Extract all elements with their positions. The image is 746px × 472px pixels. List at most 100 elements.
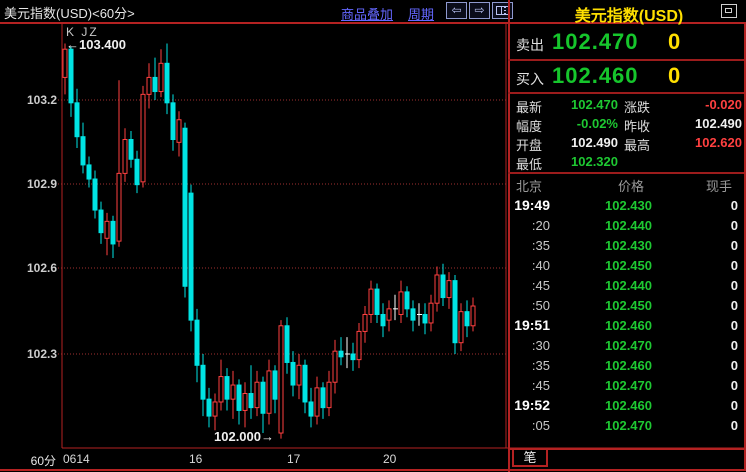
panel-divider <box>508 59 746 61</box>
tick-table-row: :30 102.470 0 <box>510 335 744 355</box>
stat-label: 最高 <box>624 138 651 153</box>
tick-volume: 0 <box>730 258 738 273</box>
restore-window-icon <box>725 8 732 13</box>
indicator-label: K JZ <box>66 25 99 39</box>
period-axis-label: 60分 <box>30 454 56 468</box>
tick-price: 102.460 <box>605 398 652 413</box>
tick-volume: 0 <box>730 198 738 213</box>
tick-time: :35 <box>531 358 550 373</box>
tick-table-row: :35 102.460 0 <box>510 355 744 375</box>
overlay-symbol-link[interactable]: 商品叠加 <box>341 7 394 22</box>
stat-value: 102.490 <box>571 135 618 150</box>
tick-table-row: 19:49 102.430 0 <box>510 195 744 215</box>
buy-quote-row: 买入 102.460 0 <box>510 60 744 92</box>
tick-volume: 0 <box>730 358 738 373</box>
buy-volume: 0 <box>668 63 681 88</box>
x-axis-tick: 0614 <box>63 452 90 466</box>
tick-time: 19:49 <box>514 197 550 213</box>
sell-quote-row: 卖出 102.470 0 <box>510 26 744 58</box>
tick-price: 102.440 <box>605 278 652 293</box>
stat-value: 102.620 <box>695 135 742 150</box>
stat-label: 涨跌 <box>624 100 651 115</box>
window-right-border <box>744 22 746 470</box>
stat-row: 开盘 102.490 最高 102.620 <box>510 133 744 153</box>
tab-tick-data[interactable]: 笔 <box>512 450 548 467</box>
tick-price: 102.440 <box>605 218 652 233</box>
tick-time: 19:51 <box>514 317 550 333</box>
tick-table-row: :40 102.450 0 <box>510 255 744 275</box>
header-beijing-time: 北京 <box>516 179 543 194</box>
tick-table-row: :05 102.470 0 <box>510 415 744 435</box>
header-volume: 现手 <box>706 179 733 194</box>
restore-window-button[interactable] <box>721 4 737 18</box>
buy-price: 102.460 <box>552 63 639 88</box>
panel-bottom-divider <box>508 448 746 450</box>
tick-volume: 0 <box>730 318 738 333</box>
tick-price: 102.450 <box>605 258 652 273</box>
tick-price: 102.460 <box>605 318 652 333</box>
sell-price: 102.470 <box>552 29 639 54</box>
tick-table-row: :35 102.430 0 <box>510 235 744 255</box>
stat-row: 幅度 -0.02% 昨收 102.490 <box>510 114 744 134</box>
high-price-annotation: ←103.400 <box>66 37 126 52</box>
y-axis-tick: 102.3 <box>26 347 57 361</box>
tick-volume: 0 <box>730 218 738 233</box>
stat-label: 幅度 <box>516 119 543 134</box>
stat-row: 最低 102.320 <box>510 152 744 172</box>
stat-value: -0.02% <box>576 116 618 131</box>
tick-table-row: :45 102.470 0 <box>510 375 744 395</box>
tick-table-row: :50 102.450 0 <box>510 295 744 315</box>
period-link[interactable]: 周期 <box>408 7 435 22</box>
window-bottom-border <box>0 469 746 471</box>
tick-time: :40 <box>531 258 550 273</box>
stat-value: -0.020 <box>705 97 742 112</box>
x-axis-tick: 20 <box>383 452 397 466</box>
prev-symbol-button[interactable]: ⇦ <box>446 2 467 19</box>
stat-value: 102.320 <box>571 154 618 169</box>
tick-volume: 0 <box>730 418 738 433</box>
header-price: 价格 <box>618 179 645 194</box>
quote-panel: 美元指数(USD) <box>508 0 746 472</box>
split-view-button[interactable] <box>492 2 513 19</box>
tick-price: 102.460 <box>605 358 652 373</box>
y-axis-tick: 103.2 <box>26 93 57 107</box>
tick-price: 102.450 <box>605 298 652 313</box>
quote-panel-title: 美元指数(USD) <box>574 8 684 25</box>
tick-table: 19:49 102.430 0 :20 102.440 0 :35 102.430 0 :40 10… <box>510 195 744 435</box>
tick-volume: 0 <box>730 278 738 293</box>
tick-table-row: 19:51 102.460 0 <box>510 315 744 335</box>
tick-volume: 0 <box>730 298 738 313</box>
sell-volume: 0 <box>668 29 681 54</box>
tick-time: 19:52 <box>514 397 550 413</box>
stat-label: 最低 <box>516 157 543 172</box>
x-axis-tick: 16 <box>189 452 203 466</box>
tick-time: :20 <box>531 218 550 233</box>
tick-price: 102.430 <box>605 238 652 253</box>
low-price-annotation: 102.000→ <box>214 429 274 444</box>
stat-row: 最新 102.470 涨跌 -0.020 <box>510 95 744 115</box>
panel-divider <box>508 92 746 94</box>
tick-time: :35 <box>531 238 550 253</box>
tick-volume: 0 <box>730 398 738 413</box>
buy-label: 买入 <box>516 71 544 87</box>
tick-table-row: 19:52 102.460 0 <box>510 395 744 415</box>
tick-price: 102.470 <box>605 378 652 393</box>
stat-value: 102.470 <box>571 97 618 112</box>
tick-volume: 0 <box>730 338 738 353</box>
chart-titlebar: 美元指数(USD)<60分> 商品叠加 周期 ⇦ ⇨ <box>0 0 513 22</box>
tick-volume: 0 <box>730 238 738 253</box>
tick-price: 102.430 <box>605 198 652 213</box>
stat-label: 开盘 <box>516 138 543 153</box>
tick-table-row: :20 102.440 0 <box>510 215 744 235</box>
tick-volume: 0 <box>730 378 738 393</box>
panel-divider <box>508 172 746 174</box>
left-arrow-icon: ⇦ <box>451 3 462 17</box>
titlebar-divider <box>0 22 746 24</box>
next-symbol-button[interactable]: ⇨ <box>469 2 490 19</box>
stat-value: 102.490 <box>695 116 742 131</box>
quote-stats-grid: 最新 102.470 涨跌 -0.020 幅度 -0.02% 昨收 102.490 开盘 102.… <box>510 95 744 172</box>
stat-label: 昨收 <box>624 119 651 134</box>
y-axis-tick: 102.6 <box>26 261 57 275</box>
